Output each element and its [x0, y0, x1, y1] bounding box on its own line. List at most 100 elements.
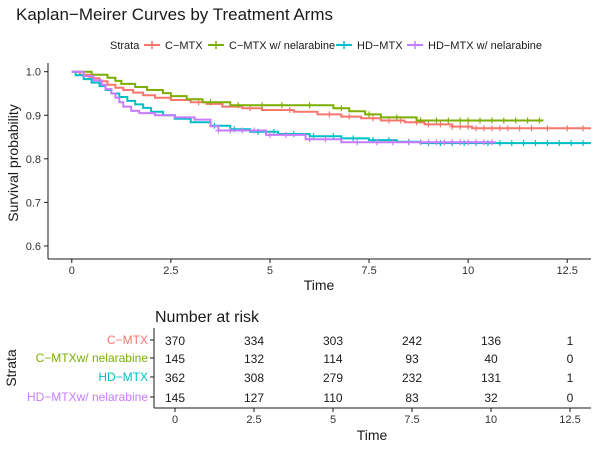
censor-mark	[504, 125, 511, 132]
legend-title: Strata	[110, 40, 140, 52]
censor-mark	[373, 139, 380, 146]
risk-table: Number at risk Strata Time C−MTX 370 334 30…	[3, 309, 591, 443]
risk-cell: 362	[165, 371, 185, 385]
censor-mark	[385, 117, 392, 124]
censor-mark	[544, 140, 551, 147]
risk-x-tick-label: 12.5	[559, 414, 580, 426]
risk-cell: 242	[402, 334, 422, 348]
risk-cell: 0	[567, 352, 574, 366]
risk-cell: 131	[481, 371, 501, 385]
censor-mark	[488, 117, 495, 124]
risk-cell: 40	[484, 352, 498, 366]
censor-mark	[532, 140, 539, 147]
risk-cell: 1	[567, 371, 574, 385]
x-tick-label: 10	[462, 265, 474, 277]
censor-mark	[397, 117, 404, 124]
risk-cell: 145	[165, 391, 185, 405]
censor-mark	[437, 121, 444, 128]
censor-mark	[330, 133, 337, 140]
risk-cell: 145	[165, 352, 185, 366]
x-tick-label: 12.5	[557, 265, 578, 277]
survival-plot: Survival probability Time 0.6 0.7 0.8 0.9 1.…	[5, 63, 591, 293]
censor-mark	[564, 125, 571, 132]
censor-mark	[477, 117, 484, 124]
risk-cell: 370	[165, 334, 185, 348]
censor-mark	[346, 113, 353, 120]
censor-mark	[512, 117, 519, 124]
risk-x-tick-label: 10	[485, 414, 497, 426]
legend-entry: HD−MTX	[357, 40, 403, 52]
survival-curve-2	[71, 70, 591, 145]
y-tick-label: 0.7	[26, 197, 41, 209]
censor-mark	[580, 125, 587, 132]
censor-mark	[266, 131, 273, 138]
censor-mark	[441, 139, 448, 146]
censor-mark	[457, 123, 464, 130]
censor-mark	[496, 125, 503, 132]
censor-mark	[259, 102, 266, 109]
censor-mark	[528, 125, 535, 132]
censor-mark	[207, 99, 214, 106]
censor-mark	[366, 111, 373, 118]
censor-mark	[393, 114, 400, 121]
risk-cell: 93	[405, 352, 419, 366]
x-tick-label: 5	[267, 265, 273, 277]
censor-mark	[433, 139, 440, 146]
risk-table-x-label: Time	[357, 427, 388, 443]
risk-cell: 232	[402, 371, 422, 385]
risk-cell: 136	[481, 334, 501, 348]
censor-mark	[580, 140, 587, 147]
censor-mark	[247, 105, 254, 112]
risk-table-title: Number at risk	[155, 309, 260, 326]
censor-mark	[338, 105, 345, 112]
risk-cell: 279	[323, 371, 343, 385]
censor-mark	[417, 117, 424, 124]
censor-mark	[239, 127, 246, 134]
y-tick-label: 0.9	[26, 110, 41, 122]
censor-mark	[520, 140, 527, 147]
censor-mark	[536, 117, 543, 124]
censor-mark	[465, 139, 472, 146]
risk-cell: 32	[484, 391, 498, 405]
censor-mark	[449, 123, 456, 130]
risk-x-tick-label: 2.5	[246, 414, 261, 426]
censor-mark	[500, 117, 507, 124]
censor-mark	[354, 139, 361, 146]
censor-mark	[524, 117, 531, 124]
risk-cell: 132	[244, 352, 264, 366]
censor-mark	[405, 139, 412, 146]
censor-mark	[370, 115, 377, 122]
y-tick-label: 0.8	[26, 154, 41, 166]
survival-curve-3	[71, 70, 496, 144]
censor-mark	[425, 121, 432, 128]
censor-mark	[322, 136, 329, 143]
legend: Strata C−MTX C−MTX w/ nelarabine HD−MTX HD−…	[110, 40, 542, 52]
y-axis-label: Survival probability	[5, 104, 21, 222]
survival-curve-1	[71, 70, 544, 122]
risk-x-tick-label: 7.5	[404, 414, 419, 426]
risk-row-label: C−MTXw/ nelarabine	[36, 351, 149, 365]
censor-mark	[326, 111, 333, 118]
censor-mark	[286, 107, 293, 114]
risk-cell: 308	[244, 371, 264, 385]
censor-mark	[473, 139, 480, 146]
risk-row-label: C−MTX	[107, 333, 148, 347]
risk-row-label: HD−MTX	[98, 370, 148, 384]
censor-mark	[480, 125, 487, 132]
censor-mark	[449, 139, 456, 146]
censor-mark	[389, 139, 396, 146]
risk-cell: 334	[244, 334, 264, 348]
risk-cell: 127	[244, 391, 264, 405]
risk-x-tick-label: 0	[172, 414, 178, 426]
x-tick-label: 0	[69, 265, 75, 277]
risk-table-y-label: Strata	[3, 349, 19, 387]
risk-cell: 110	[323, 391, 342, 405]
risk-cell: 0	[567, 391, 574, 405]
censor-mark	[457, 117, 464, 124]
censor-mark	[227, 127, 234, 134]
y-tick-label: 1.0	[26, 67, 41, 79]
censor-mark	[235, 102, 242, 109]
legend-entry: HD−MTX w/ nelarabine	[428, 40, 542, 52]
censor-mark	[425, 139, 432, 146]
